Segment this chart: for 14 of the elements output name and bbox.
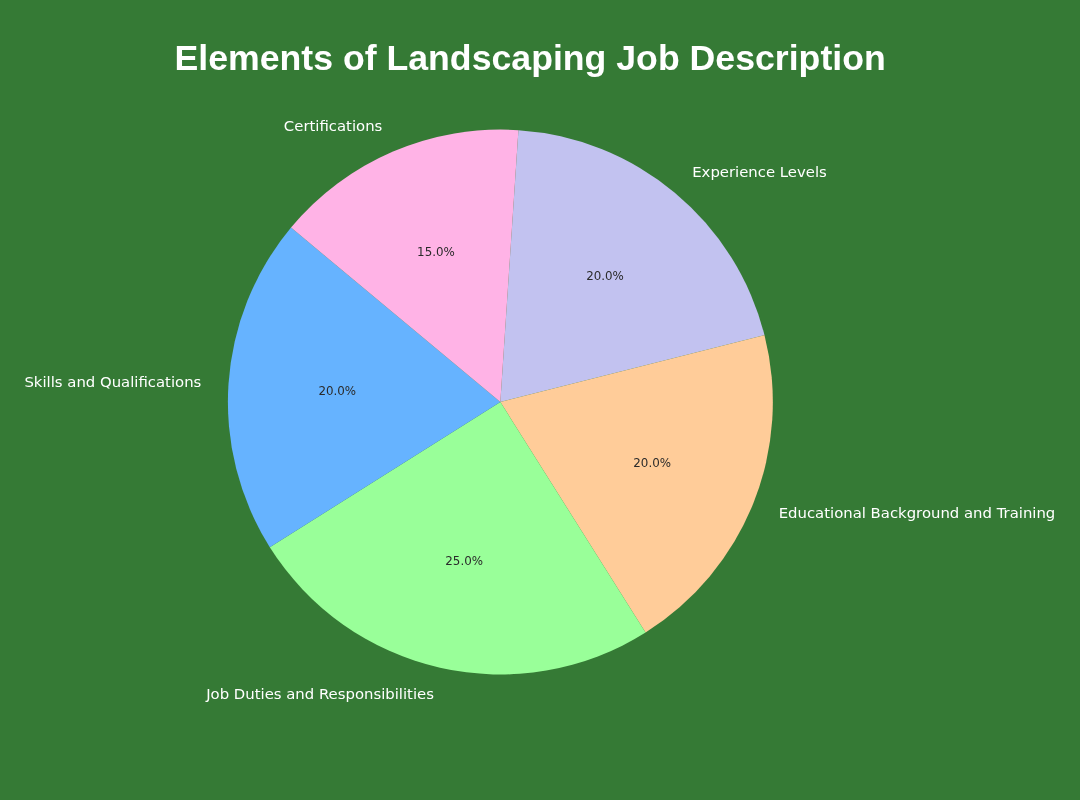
data-label: 15.0% <box>417 244 455 259</box>
pie-slice <box>500 335 773 633</box>
slice-label: Skills and Qualifications <box>24 373 202 392</box>
pie-slice <box>228 227 501 548</box>
chart-title: Elements of Landscaping Job Description <box>174 38 886 79</box>
data-label: 20.0% <box>586 269 624 284</box>
data-label: 20.0% <box>318 384 357 399</box>
slice-label: Educational Background and Training <box>778 504 1056 523</box>
slice-label: Experience Levels <box>692 162 828 181</box>
slice-label: Job Duties and Responsibilities <box>205 685 435 704</box>
pie-slice <box>291 129 519 403</box>
data-label: 20.0% <box>633 455 672 470</box>
slice-label: Certifications <box>283 117 383 136</box>
data-label: 25.0% <box>445 554 484 569</box>
